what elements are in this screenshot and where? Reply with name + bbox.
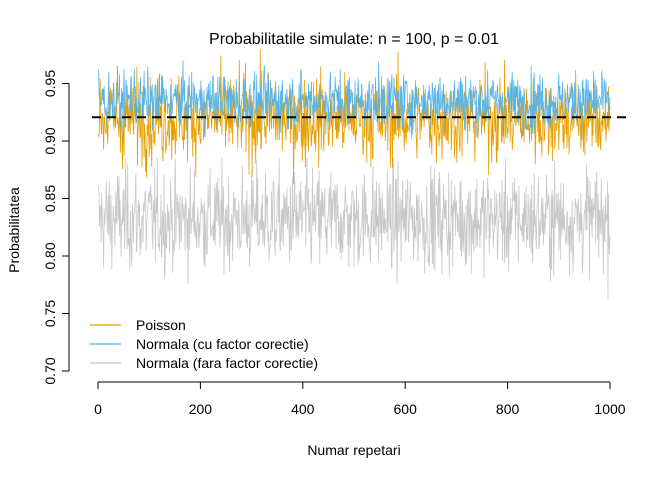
x-axis: 0 200 400 600 800 1000 — [94, 381, 626, 417]
y-tick-label: 0.75 — [42, 300, 58, 327]
chart-title: Probabilitatile simulate: n = 100, p = 0… — [209, 31, 499, 48]
x-tick-label: 600 — [394, 401, 418, 417]
y-tick-label: 0.90 — [42, 127, 58, 154]
y-tick-label: 0.70 — [42, 357, 58, 384]
x-tick-label: 0 — [94, 401, 102, 417]
series-line-3 — [98, 157, 611, 300]
series-layer — [98, 49, 611, 300]
legend: Poisson Normala (cu factor corectie) Norma… — [90, 317, 318, 371]
y-tick-label: 0.80 — [42, 242, 58, 269]
x-tick-label: 400 — [291, 401, 315, 417]
y-axis: 0.70 0.75 0.80 0.85 0.90 0.95 — [42, 70, 70, 385]
x-tick-label: 800 — [496, 401, 520, 417]
x-tick-label: 200 — [189, 401, 213, 417]
x-axis-label: Numar repetari — [307, 442, 400, 458]
x-tick-label: 1000 — [594, 401, 625, 417]
legend-label: Normala (fara factor corectie) — [136, 355, 318, 371]
y-tick-label: 0.85 — [42, 185, 58, 212]
legend-label: Normala (cu factor corectie) — [136, 336, 309, 352]
y-tick-label: 0.95 — [42, 70, 58, 97]
legend-label: Poisson — [136, 317, 186, 333]
y-axis-label: Probabilitatea — [6, 187, 22, 273]
